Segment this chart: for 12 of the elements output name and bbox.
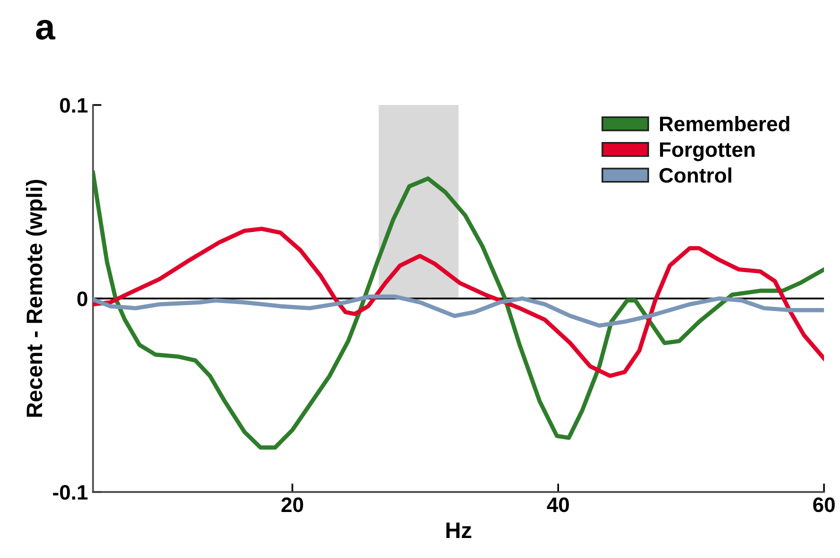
- x-tick-label: 40: [546, 497, 569, 512]
- y-axis-title: Recent - Remote (wpli): [26, 180, 47, 417]
- y-tick-label: 0: [77, 292, 88, 306]
- legend-label: Remembered: [660, 116, 790, 132]
- x-axis-title: Hz: [446, 522, 472, 538]
- x-tick-label: 60: [813, 497, 835, 512]
- chart-title: a: [36, 20, 56, 40]
- y-tick-label: -0.1: [53, 485, 88, 500]
- y-tick-label: 0.1: [60, 98, 88, 113]
- legend-label: Control: [659, 167, 732, 183]
- x-tick-label: 20: [282, 497, 304, 512]
- legend-label: Forgotten: [660, 142, 755, 162]
